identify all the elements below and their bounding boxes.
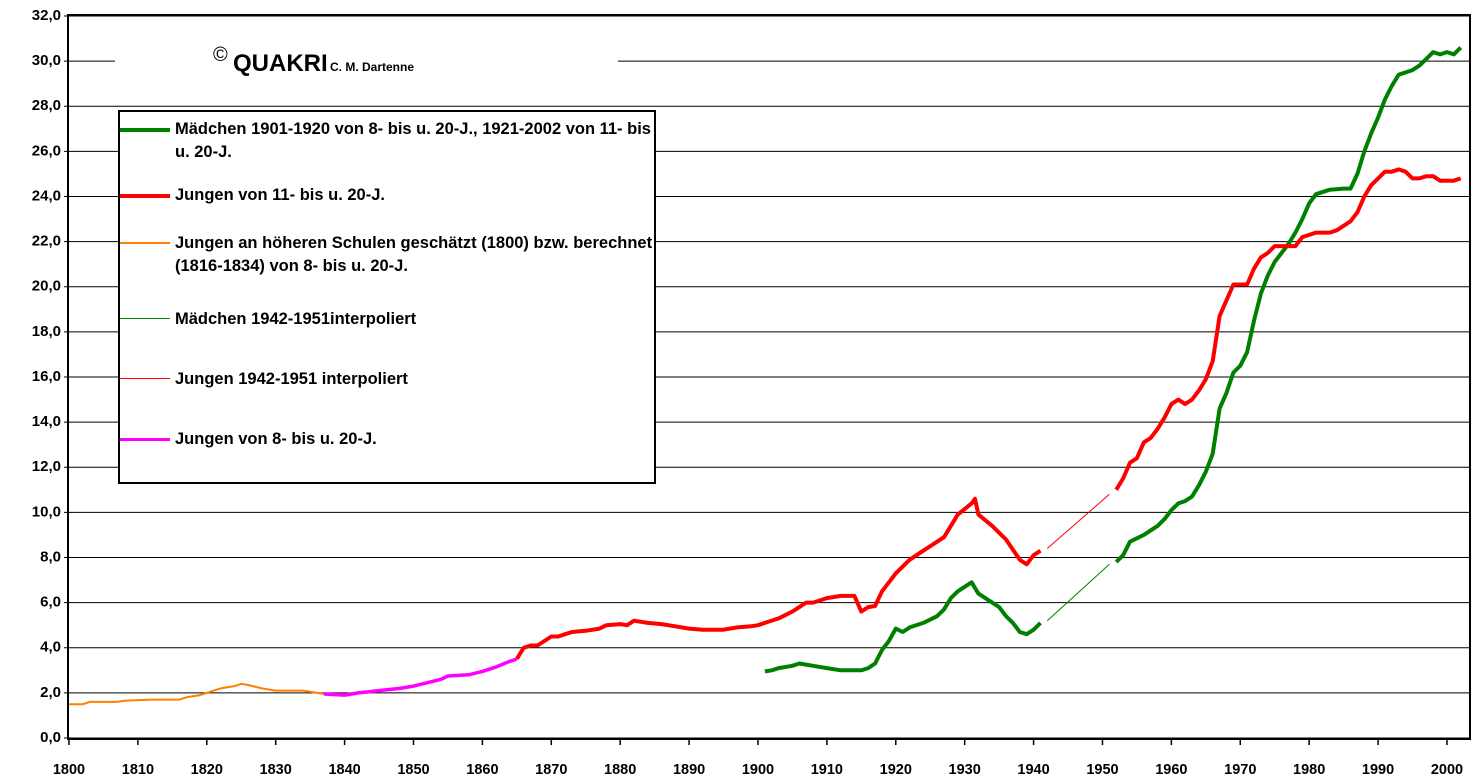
legend-entry: Jungen von 11- bis u. 20-J.: [120, 184, 657, 207]
plot-frame: [67, 14, 1471, 740]
x-tick-label: 1830: [260, 762, 292, 778]
legend-entry: Jungen von 8- bis u. 20-J.: [120, 428, 657, 451]
x-tick-label: 1930: [949, 762, 981, 778]
y-tick-label: 14,0: [32, 413, 61, 430]
y-tick-label: 32,0: [32, 7, 61, 24]
y-tick-label: 2,0: [40, 684, 61, 701]
legend-label: Mädchen 1901-1920 von 8- bis u. 20-J., 1…: [175, 120, 651, 161]
copyright-author: C. M. Dartenne: [330, 60, 415, 74]
legend-swatch: [120, 438, 170, 441]
y-tick-label: 28,0: [32, 97, 61, 114]
legend-label: Jungen von 11- bis u. 20-J.: [175, 186, 385, 204]
x-tick-label: 1950: [1086, 762, 1118, 778]
legend-label: Jungen 1942-1951 interpoliert: [175, 370, 408, 388]
x-tick-label: 1820: [191, 762, 223, 778]
series-line: [69, 682, 325, 706]
y-tick-label: 24,0: [32, 187, 61, 204]
series-line: [1114, 167, 1462, 491]
legend-label: Jungen an höheren Schulen geschätzt (180…: [175, 234, 653, 275]
y-tick-label: 0,0: [40, 729, 61, 746]
x-tick-label: 1870: [535, 762, 567, 778]
x-tick-label: 1800: [53, 762, 85, 778]
y-tick-label: 10,0: [32, 503, 61, 520]
x-tick-label: 1880: [604, 762, 636, 778]
copyright-name: QUAKRI: [233, 50, 328, 77]
series-line: [1046, 563, 1110, 622]
legend-label: Mädchen 1942-1951interpoliert: [175, 310, 417, 328]
x-tick-label: 1990: [1362, 762, 1394, 778]
series-line: [1046, 493, 1110, 549]
y-tick-label: 18,0: [32, 323, 61, 340]
legend-swatch: [120, 128, 170, 132]
series-line: [764, 580, 1042, 674]
y-tick-label: 16,0: [32, 368, 61, 385]
legend-label: Jungen von 8- bis u. 20-J.: [175, 430, 377, 448]
legend-swatch: [120, 378, 170, 379]
legend-swatch: [120, 194, 170, 198]
x-tick-label: 1940: [1017, 762, 1049, 778]
x-tick-label: 1960: [1155, 762, 1187, 778]
series-line: [323, 657, 518, 697]
x-tick-label: 1910: [811, 762, 843, 778]
legend: Mädchen 1901-1920 von 8- bis u. 20-J., 1…: [118, 110, 656, 484]
legend-swatch: [120, 242, 170, 244]
x-tick-label: 1810: [122, 762, 154, 778]
y-tick-label: 30,0: [32, 52, 61, 69]
legend-entry: Mädchen 1901-1920 von 8- bis u. 20-J., 1…: [120, 118, 657, 164]
series-line: [1114, 46, 1463, 564]
x-tick-label: 1840: [328, 762, 360, 778]
x-tick-label: 1890: [673, 762, 705, 778]
y-tick-label: 8,0: [40, 548, 61, 565]
y-tick-label: 22,0: [32, 233, 61, 250]
legend-swatch: [120, 318, 170, 319]
x-tick-label: 1980: [1293, 762, 1325, 778]
y-tick-label: 12,0: [32, 458, 61, 475]
y-tick-label: 26,0: [32, 142, 61, 159]
series-line: [515, 496, 1042, 661]
copyright-symbol: ©: [213, 44, 228, 66]
x-tick-label: 1900: [742, 762, 774, 778]
y-tick-label: 4,0: [40, 639, 61, 656]
legend-entry: Mädchen 1942-1951interpoliert: [120, 308, 657, 331]
x-tick-label: 1920: [880, 762, 912, 778]
y-tick-label: 20,0: [32, 278, 61, 295]
legend-entry: Jungen an höheren Schulen geschätzt (180…: [120, 232, 657, 278]
copyright: © QUAKRI C. M. Dartenne: [115, 42, 618, 82]
x-tick-label: 1970: [1224, 762, 1256, 778]
y-tick-label: 6,0: [40, 594, 61, 611]
x-tick-label: 2000: [1431, 762, 1463, 778]
x-tick-label: 1860: [466, 762, 498, 778]
legend-entry: Jungen 1942-1951 interpoliert: [120, 368, 657, 391]
x-tick-label: 1850: [397, 762, 429, 778]
